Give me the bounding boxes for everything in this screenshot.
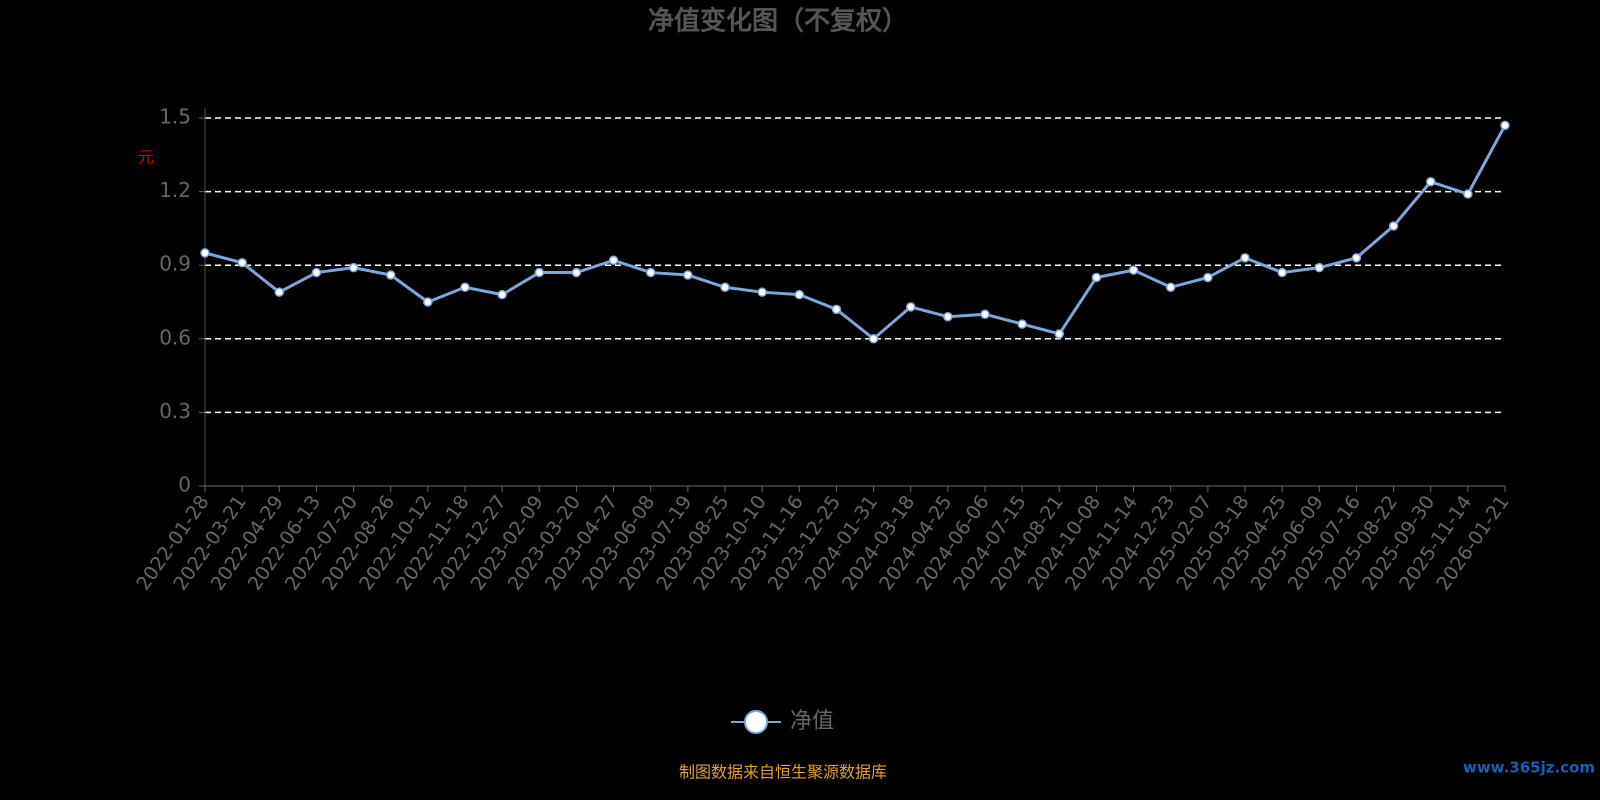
point bbox=[423, 297, 433, 307]
point bbox=[497, 289, 507, 300]
point bbox=[385, 270, 396, 280]
point bbox=[868, 334, 879, 344]
point bbox=[1463, 189, 1473, 199]
point bbox=[980, 309, 990, 320]
point bbox=[645, 267, 656, 278]
point bbox=[571, 267, 582, 278]
point bbox=[534, 267, 545, 278]
y-tick-label: 0.6 bbox=[159, 325, 191, 349]
footer: 制图数据来自恒生聚源数据库 bbox=[679, 763, 887, 782]
point bbox=[1240, 253, 1250, 263]
y-tick-label: 0.3 bbox=[159, 399, 191, 423]
point bbox=[831, 304, 842, 315]
point bbox=[905, 302, 916, 312]
point bbox=[348, 262, 359, 273]
point bbox=[1351, 253, 1362, 263]
point bbox=[1165, 282, 1176, 293]
point bbox=[1314, 262, 1325, 273]
point bbox=[311, 267, 322, 278]
point bbox=[1388, 221, 1399, 231]
point bbox=[608, 255, 619, 266]
chart-title: 净值变化图（不复权） bbox=[648, 6, 908, 37]
series-line bbox=[204, 124, 1507, 341]
point bbox=[200, 248, 210, 258]
point bbox=[794, 289, 805, 300]
y-tick-label: 1.5 bbox=[159, 105, 191, 129]
point bbox=[1277, 267, 1287, 278]
point bbox=[1500, 120, 1510, 131]
y-axis-label: 元 bbox=[138, 148, 154, 167]
point bbox=[1091, 272, 1102, 283]
point bbox=[1203, 272, 1213, 283]
legend-marker bbox=[744, 710, 768, 734]
point bbox=[237, 257, 247, 268]
point bbox=[1054, 329, 1065, 339]
legend-label: 净值 bbox=[790, 709, 834, 734]
point bbox=[1128, 265, 1139, 275]
y-tick-label: 0.9 bbox=[159, 252, 191, 276]
point bbox=[683, 270, 693, 280]
point bbox=[1425, 177, 1436, 187]
point bbox=[460, 282, 470, 293]
y-tick-label: 0 bbox=[178, 473, 191, 497]
point bbox=[720, 282, 730, 293]
point bbox=[757, 287, 767, 297]
point bbox=[943, 311, 953, 322]
point bbox=[274, 287, 285, 297]
y-tick-label: 1.2 bbox=[159, 178, 191, 202]
point bbox=[1017, 319, 1027, 329]
watermark: www.365jz.com bbox=[1463, 759, 1595, 777]
